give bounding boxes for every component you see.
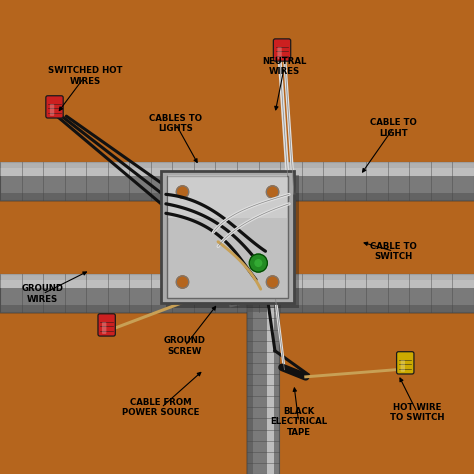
Bar	[0, 162, 474, 200]
Text: CABLES TO
LIGHTS: CABLES TO LIGHTS	[149, 114, 202, 133]
Bar	[246, 296, 279, 474]
FancyBboxPatch shape	[401, 360, 405, 372]
Bar	[0, 305, 474, 312]
Bar	[168, 175, 287, 218]
FancyBboxPatch shape	[98, 314, 115, 336]
Circle shape	[266, 276, 279, 288]
Text: GROUND
WIRES: GROUND WIRES	[22, 284, 64, 303]
Text: CABLE TO
LIGHT: CABLE TO LIGHT	[370, 118, 417, 137]
Circle shape	[255, 260, 262, 266]
Bar	[0, 193, 474, 200]
Bar	[247, 296, 253, 474]
FancyBboxPatch shape	[50, 104, 54, 116]
Bar	[0, 274, 474, 314]
FancyBboxPatch shape	[46, 96, 63, 118]
Circle shape	[249, 254, 267, 272]
Text: CABLE FROM
POWER SOURCE: CABLE FROM POWER SOURCE	[122, 398, 200, 417]
Bar	[267, 296, 274, 474]
Bar	[0, 162, 474, 202]
Text: NEUTRAL
WIRES: NEUTRAL WIRES	[262, 57, 307, 76]
FancyBboxPatch shape	[277, 47, 282, 59]
FancyBboxPatch shape	[397, 352, 414, 374]
Bar	[247, 296, 279, 474]
FancyBboxPatch shape	[102, 322, 106, 334]
Bar	[161, 171, 294, 303]
Bar	[0, 162, 474, 168]
Circle shape	[266, 186, 279, 198]
Bar	[166, 175, 299, 308]
Bar	[0, 274, 474, 312]
Text: HOT WIRE
TO SWITCH: HOT WIRE TO SWITCH	[390, 403, 444, 422]
Bar	[0, 274, 474, 280]
Bar	[167, 176, 288, 298]
Circle shape	[176, 276, 189, 288]
Circle shape	[176, 186, 189, 198]
Bar	[0, 168, 474, 176]
FancyBboxPatch shape	[273, 39, 291, 61]
Text: BLACK
ELECTRICAL
TAPE: BLACK ELECTRICAL TAPE	[270, 407, 327, 437]
Bar	[0, 280, 474, 288]
Text: SWITCHED HOT
WIRES: SWITCHED HOT WIRES	[48, 66, 123, 85]
Text: CABLE TO
SWITCH: CABLE TO SWITCH	[370, 242, 417, 261]
Text: GROUND
SCREW: GROUND SCREW	[164, 337, 206, 356]
